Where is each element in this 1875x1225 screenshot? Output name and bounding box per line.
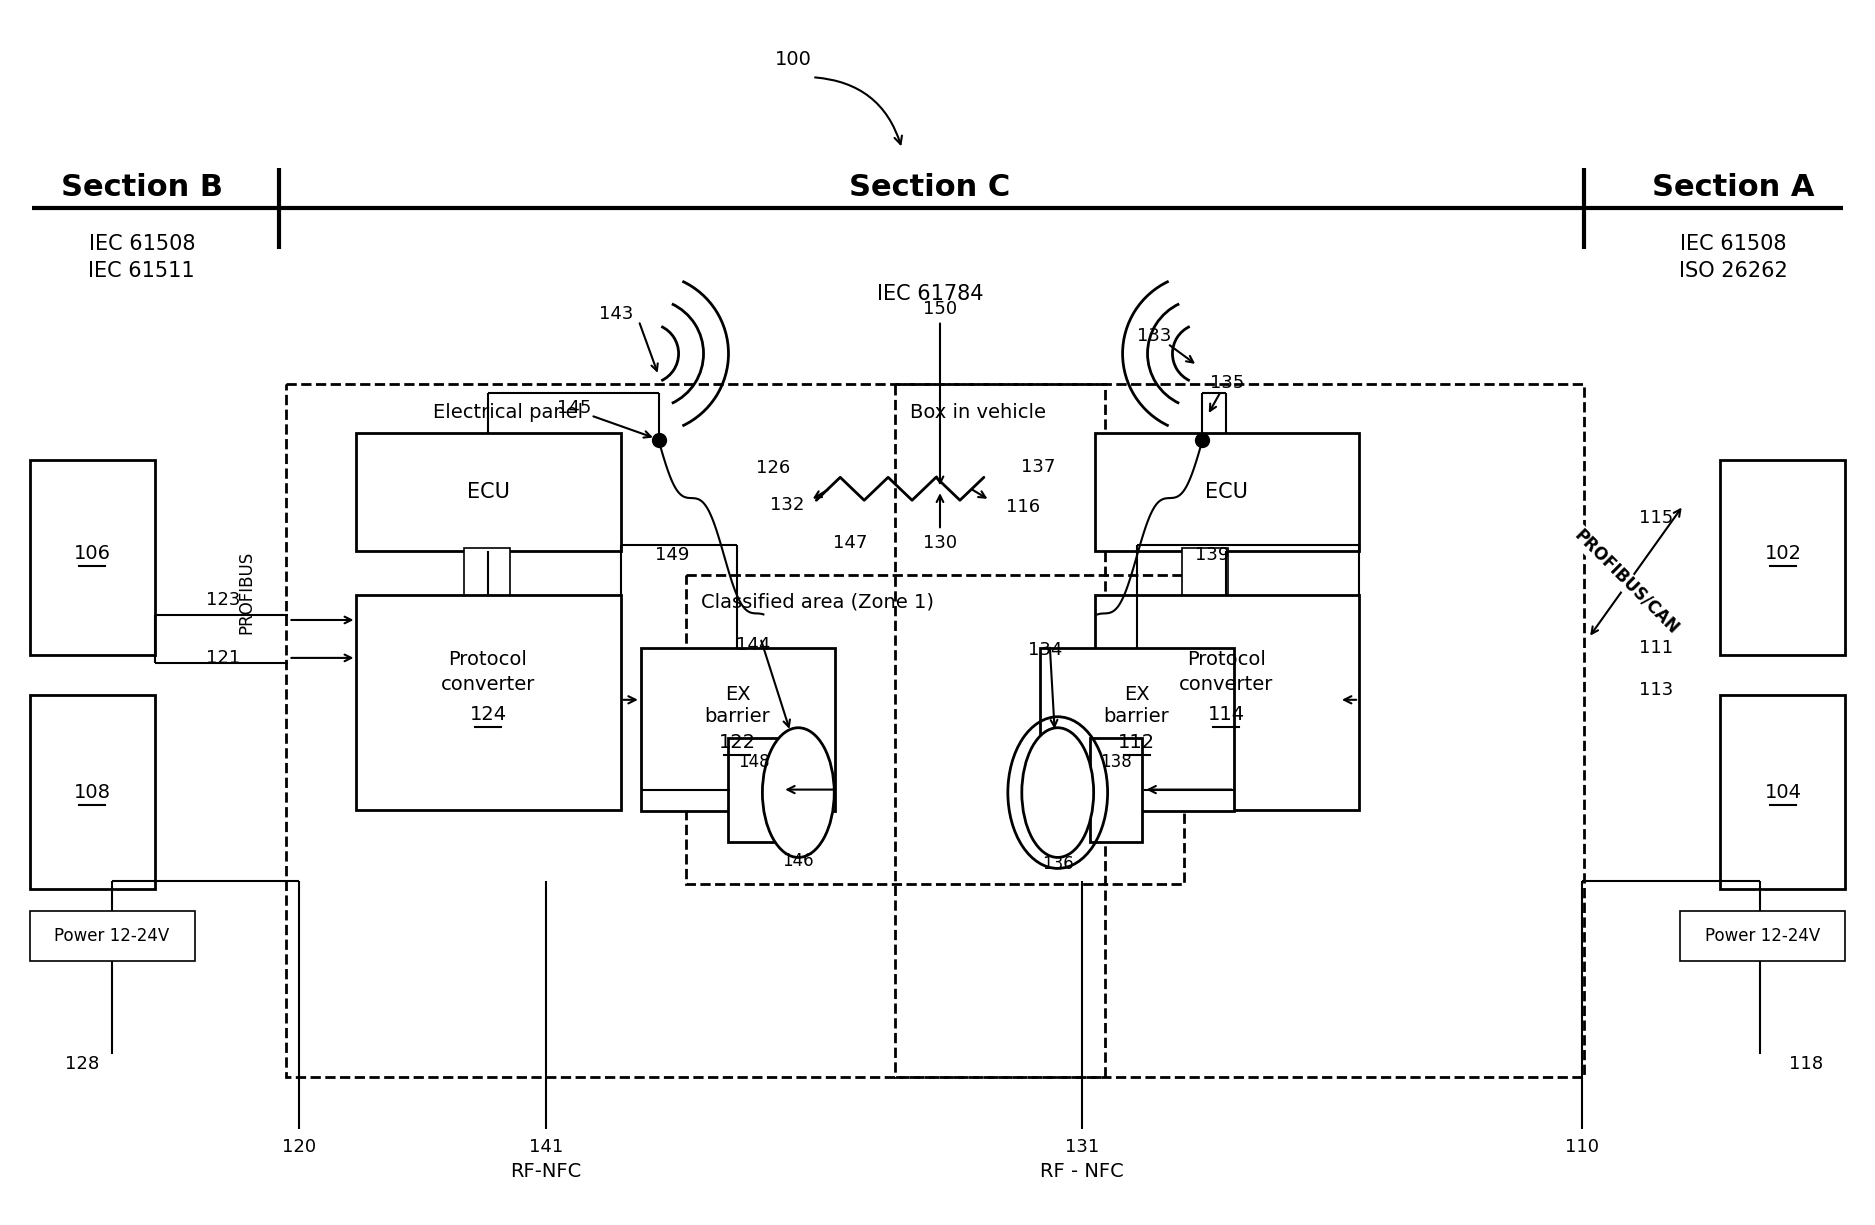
Text: IEC 61508: IEC 61508 — [1680, 234, 1787, 254]
Text: 124: 124 — [469, 706, 506, 724]
Bar — [356, 595, 621, 810]
Text: 128: 128 — [66, 1055, 99, 1073]
Bar — [1183, 548, 1228, 597]
Text: 115: 115 — [1639, 510, 1674, 527]
Text: 130: 130 — [922, 534, 956, 552]
Text: 137: 137 — [1020, 458, 1056, 477]
Bar — [1719, 461, 1845, 655]
Text: 120: 120 — [283, 1138, 317, 1155]
Text: 133: 133 — [1138, 327, 1172, 344]
Bar — [1095, 595, 1359, 810]
Text: 121: 121 — [206, 649, 240, 666]
Text: 112: 112 — [1118, 734, 1155, 752]
Text: Power 12-24V: Power 12-24V — [1706, 927, 1821, 946]
Bar — [894, 383, 1584, 1077]
Text: Protocol: Protocol — [1187, 650, 1266, 669]
Text: ECU: ECU — [1206, 483, 1249, 502]
Text: 143: 143 — [598, 305, 634, 322]
Text: barrier: barrier — [705, 707, 771, 726]
Text: ECU: ECU — [467, 483, 510, 502]
Bar — [1719, 695, 1845, 889]
Text: 147: 147 — [832, 534, 868, 552]
Text: 148: 148 — [739, 752, 771, 771]
Text: 100: 100 — [774, 50, 812, 69]
Text: IEC 61508: IEC 61508 — [88, 234, 195, 254]
Text: Box in vehicle: Box in vehicle — [909, 403, 1046, 423]
Text: 118: 118 — [1789, 1055, 1822, 1073]
Bar — [729, 737, 780, 843]
Text: Classified area (Zone 1): Classified area (Zone 1) — [701, 592, 934, 611]
Text: 150: 150 — [922, 300, 956, 317]
Text: 135: 135 — [1209, 374, 1245, 392]
Text: RF-NFC: RF-NFC — [510, 1163, 581, 1181]
Bar — [30, 911, 195, 962]
Text: Section B: Section B — [60, 174, 223, 202]
Text: 146: 146 — [782, 853, 814, 871]
Bar — [287, 383, 1104, 1077]
Text: 136: 136 — [1042, 855, 1074, 873]
Text: Protocol: Protocol — [448, 650, 527, 669]
Bar — [465, 548, 510, 597]
Text: 144: 144 — [737, 636, 771, 654]
Bar — [686, 575, 1185, 884]
Text: 114: 114 — [1208, 706, 1245, 724]
Text: Electrical panel: Electrical panel — [433, 403, 583, 423]
Text: 122: 122 — [718, 734, 756, 752]
Text: 111: 111 — [1639, 639, 1672, 657]
Text: 102: 102 — [1764, 544, 1802, 562]
Text: RF - NFC: RF - NFC — [1041, 1163, 1123, 1181]
Text: PROFIBUS/CAN: PROFIBUS/CAN — [1571, 527, 1682, 638]
Text: 123: 123 — [206, 590, 240, 609]
Text: 108: 108 — [73, 783, 111, 802]
Text: 131: 131 — [1065, 1138, 1099, 1155]
FancyArrowPatch shape — [816, 77, 902, 145]
Text: converter: converter — [441, 675, 534, 695]
Text: 126: 126 — [756, 459, 791, 478]
Text: Power 12-24V: Power 12-24V — [54, 927, 169, 946]
Text: 134: 134 — [1028, 641, 1061, 659]
Text: 113: 113 — [1639, 681, 1674, 698]
Bar — [30, 695, 156, 889]
Text: IEC 61784: IEC 61784 — [878, 284, 982, 304]
Ellipse shape — [763, 728, 834, 858]
Text: 110: 110 — [1564, 1138, 1599, 1155]
Bar — [356, 434, 621, 551]
Text: barrier: barrier — [1104, 707, 1170, 726]
Bar — [1680, 911, 1845, 962]
Bar — [1089, 737, 1142, 843]
Text: EX: EX — [1123, 685, 1149, 704]
Ellipse shape — [1022, 728, 1093, 858]
Text: converter: converter — [1179, 675, 1273, 695]
Text: PROFIBUS: PROFIBUS — [238, 550, 255, 633]
Text: 141: 141 — [529, 1138, 562, 1155]
Text: EX: EX — [724, 685, 750, 704]
Text: 139: 139 — [1194, 546, 1230, 565]
Text: Section A: Section A — [1652, 174, 1815, 202]
Bar — [1041, 648, 1234, 811]
Text: 145: 145 — [557, 399, 591, 418]
Text: 106: 106 — [73, 544, 111, 562]
Bar — [1095, 434, 1359, 551]
Text: Section C: Section C — [849, 174, 1011, 202]
Text: 116: 116 — [1005, 499, 1041, 516]
Bar — [641, 648, 834, 811]
Text: IEC 61511: IEC 61511 — [88, 261, 195, 281]
Text: 138: 138 — [1101, 752, 1131, 771]
Text: 132: 132 — [771, 496, 804, 514]
Text: ISO 26262: ISO 26262 — [1678, 261, 1787, 281]
Text: 149: 149 — [656, 546, 690, 565]
Bar — [30, 461, 156, 655]
Text: 104: 104 — [1764, 783, 1802, 802]
